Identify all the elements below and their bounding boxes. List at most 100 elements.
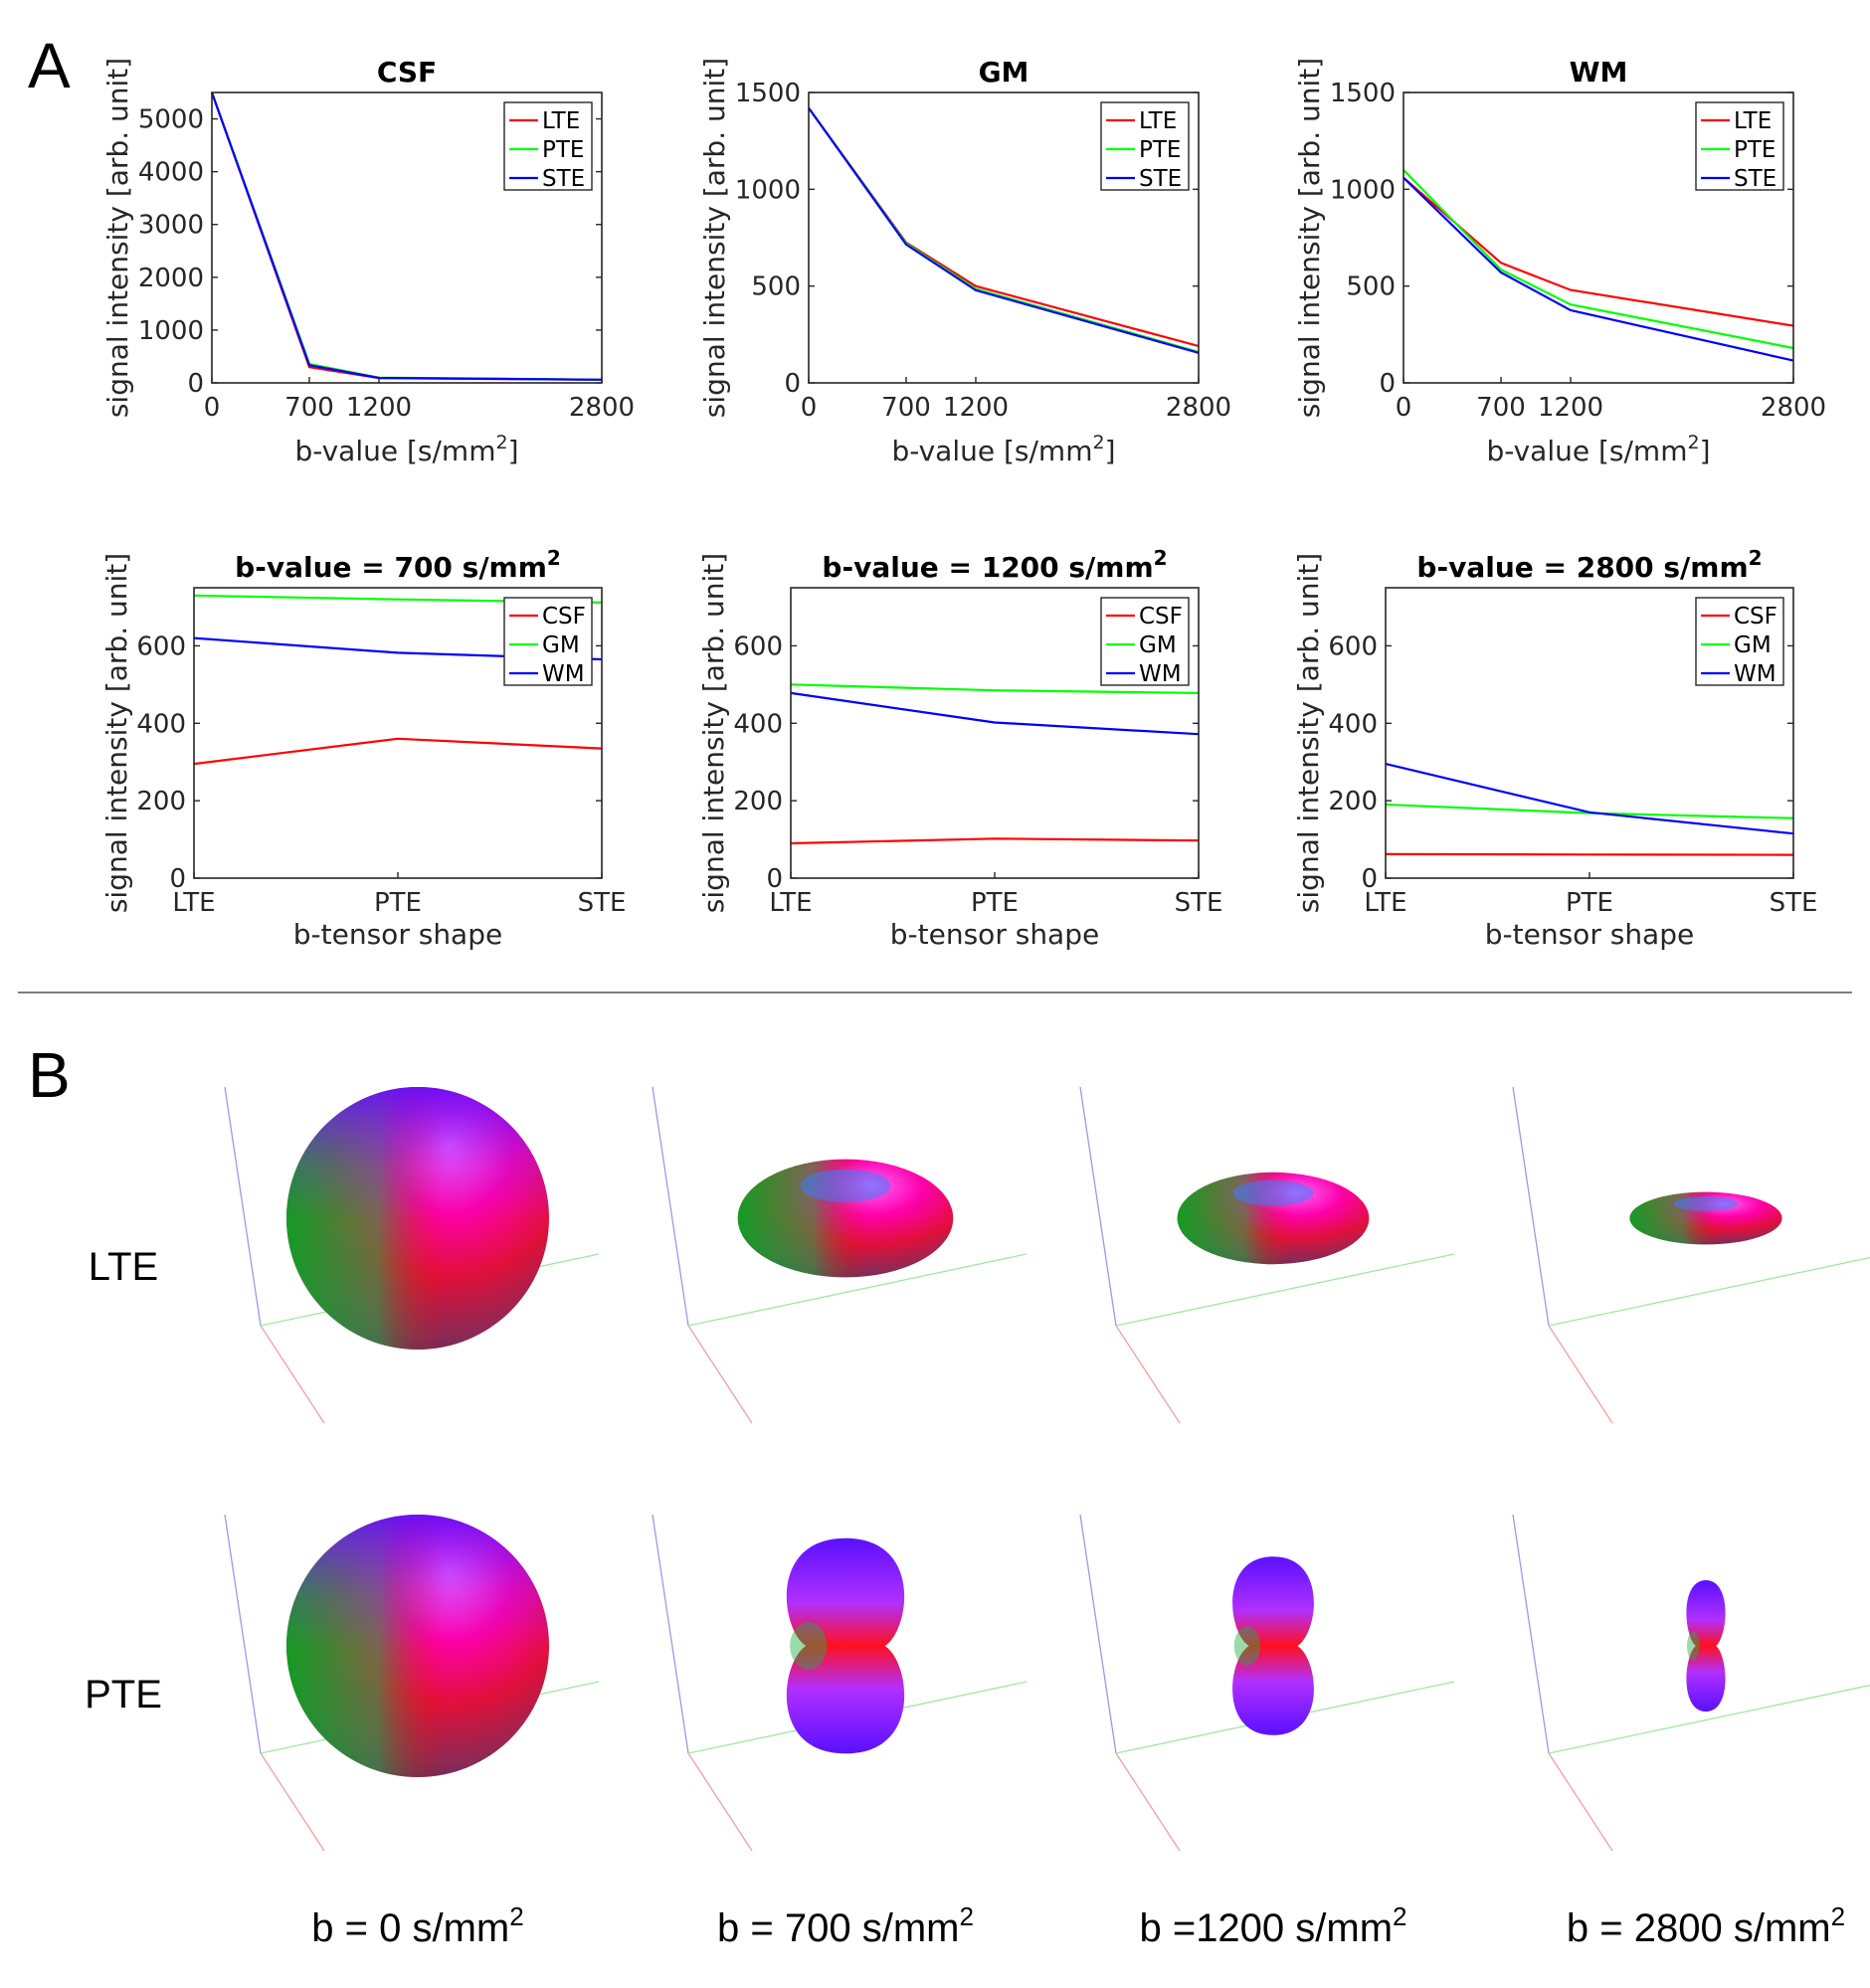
legend-entry-pte: PTE	[542, 137, 584, 163]
legend-entry-ste: STE	[542, 166, 585, 192]
y-tick-label: 2000	[138, 264, 204, 293]
axis-y-line	[687, 1253, 1028, 1327]
series-line-csf	[193, 737, 603, 766]
coordinate-axes	[1079, 1086, 1455, 1424]
legend-entry-ste: STE	[1139, 166, 1182, 192]
column-label-sup: 2	[509, 1901, 523, 1931]
series-line-ste	[210, 91, 603, 381]
axis-z-line	[1079, 1514, 1117, 1754]
x-axis-label-end: ]	[508, 435, 519, 467]
chart-title-text: b-value = 2800 s/mm	[1416, 551, 1748, 584]
panel-a-label: A	[28, 30, 71, 101]
diffusion-glyph	[737, 1159, 954, 1278]
axis-x-line	[687, 1752, 753, 1852]
y-tick-label: 600	[136, 632, 186, 661]
axis-z-line	[224, 1086, 262, 1327]
x-tick-label: PTE	[971, 888, 1019, 918]
x-axis-label: b-value [s/mm2]	[891, 432, 1115, 467]
y-tick-label: 3000	[138, 211, 204, 241]
legend: CSF GM WM	[1695, 597, 1784, 687]
glyph-shade-green	[1233, 1626, 1260, 1666]
axis-x-line	[1115, 1752, 1181, 1852]
legend: CSF GM WM	[1100, 597, 1190, 687]
diffusion-glyph	[1177, 1172, 1370, 1265]
x-tick-label: STE	[1175, 888, 1223, 918]
legend: LTE PTE STE	[1100, 101, 1190, 192]
glyph-shade-blue	[286, 1515, 549, 1777]
y-tick-label: 1000	[735, 175, 801, 205]
y-tick-label: 4000	[138, 158, 204, 188]
x-tick-label: 0	[1396, 393, 1412, 423]
legend: LTE PTE STE	[503, 101, 593, 192]
axis-y-line	[1548, 1256, 1870, 1327]
glyph-peanut	[1232, 1556, 1314, 1735]
x-tick-label: 0	[801, 393, 818, 423]
diffusion-glyph	[786, 1537, 905, 1754]
glyph-peanut	[786, 1537, 905, 1754]
chart-title: b-value = 2800 s/mm2	[1416, 546, 1762, 584]
legend-box	[1695, 101, 1784, 191]
x-axis-label-text: b-tensor shape	[1485, 918, 1694, 951]
axis-z-line	[224, 1514, 262, 1754]
x-tick-label: LTE	[172, 888, 215, 918]
x-tick-label: 1200	[1538, 393, 1603, 423]
axis-x-line	[260, 1325, 325, 1424]
series-line-csf	[1385, 852, 1794, 856]
chart-title: CSF	[377, 56, 437, 89]
series-line-lte	[1402, 176, 1794, 327]
x-axis-label: b-value [s/mm2]	[1486, 432, 1710, 467]
legend-box	[503, 101, 593, 191]
chart-title-text: CSF	[377, 56, 437, 89]
legend-entry-pte: PTE	[1734, 137, 1776, 163]
x-axis-label-text: b-value [s/mm	[294, 435, 495, 467]
chart-title-sup: 2	[1154, 546, 1168, 570]
chart-title-sup: 2	[547, 546, 561, 570]
x-axis-label-sup: 2	[495, 432, 507, 453]
legend-entry-lte: LTE	[542, 108, 580, 134]
glyph-shade-green	[1629, 1191, 1782, 1245]
glyph-shade-blue	[800, 1169, 891, 1202]
glyph-peanut	[1686, 1580, 1726, 1712]
chart-title-sup: 2	[1749, 546, 1763, 570]
column-label: b =1200 s/mm2	[1139, 1901, 1406, 1950]
legend-entry-pte: PTE	[1139, 137, 1181, 163]
axis-z-line	[1079, 1086, 1117, 1327]
panel-b-label: B	[28, 1039, 71, 1111]
x-tick-label: 1200	[346, 393, 412, 423]
y-tick-label: 200	[136, 787, 186, 816]
y-tick-label: 600	[1328, 632, 1378, 661]
series-line-csf	[790, 837, 1200, 845]
x-tick-label: LTE	[1364, 888, 1406, 918]
chart-title: GM	[979, 56, 1029, 89]
axis-z-line	[1512, 1514, 1550, 1754]
coordinate-axes	[1512, 1514, 1870, 1852]
glyph-shade-blue	[1673, 1196, 1739, 1211]
glyph-shade-green	[737, 1159, 954, 1278]
axis-z-line	[1512, 1086, 1550, 1327]
y-tick-label: 5000	[138, 105, 204, 135]
y-tick-label: 1500	[1330, 79, 1396, 108]
y-axis-label: signal intensity [arb. unit]	[1292, 553, 1325, 913]
x-tick-label: 2800	[1166, 393, 1231, 423]
legend-entry-wm: WM	[1139, 661, 1182, 687]
y-tick-label: 200	[733, 787, 783, 816]
axis-z-line	[652, 1086, 689, 1327]
x-axis-label-text: b-value [s/mm	[891, 435, 1092, 467]
column-label: b = 2800 s/mm2	[1567, 1901, 1845, 1950]
chart-title: b-value = 700 s/mm2	[235, 546, 561, 584]
x-axis-label: b-value [s/mm2]	[294, 432, 518, 467]
y-tick-label: 400	[136, 709, 186, 739]
glyph-shade-green	[790, 1622, 828, 1670]
glyph-shade-green	[1686, 1631, 1700, 1661]
axis-y-line	[1115, 1253, 1455, 1327]
y-tick-label: 0	[1379, 369, 1396, 399]
y-axis-label: signal intensity [arb. unit]	[697, 553, 730, 913]
x-axis-label-text: b-value [s/mm	[1486, 435, 1687, 467]
legend-entry-lte: LTE	[1139, 108, 1177, 134]
x-axis-label: b-tensor shape	[293, 918, 502, 951]
legend-entry-csf: CSF	[1734, 604, 1777, 630]
diffusion-glyph	[286, 1515, 549, 1777]
column-label-text: b =1200 s/mm	[1139, 1906, 1393, 1950]
chart-title-text: b-value = 1200 s/mm	[822, 551, 1153, 584]
legend-box	[503, 597, 593, 686]
